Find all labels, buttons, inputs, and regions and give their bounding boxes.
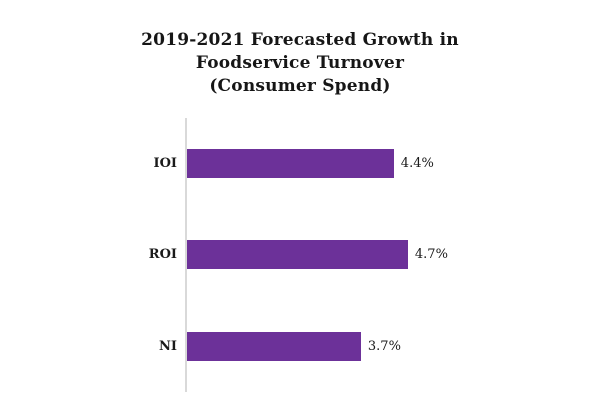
bar-chart: IOI 4.4% ROI 4.7% NI 3.7% bbox=[60, 118, 570, 392]
chart-title: 2019-2021 Forecasted Growth in Foodservic… bbox=[0, 29, 600, 98]
category-label: IOI bbox=[153, 156, 178, 172]
value-label: 4.7% bbox=[414, 247, 448, 263]
bar-row: ROI 4.7% bbox=[60, 209, 570, 300]
bar-row: NI 3.7% bbox=[60, 301, 570, 392]
y-axis-line bbox=[185, 118, 187, 392]
value-label: 3.7% bbox=[367, 338, 401, 354]
category-label: ROI bbox=[148, 247, 177, 263]
bar bbox=[187, 149, 394, 179]
bar bbox=[187, 240, 408, 270]
value-label: 4.4% bbox=[400, 156, 434, 172]
chart-title-line: (Consumer Spend) bbox=[209, 76, 391, 96]
bar-row: IOI 4.4% bbox=[60, 118, 570, 209]
bar bbox=[187, 331, 361, 361]
chart-title-line: 2019-2021 Forecasted Growth in bbox=[141, 30, 459, 50]
category-label: NI bbox=[159, 338, 177, 354]
chart-title-line: Foodservice Turnover bbox=[195, 53, 405, 73]
